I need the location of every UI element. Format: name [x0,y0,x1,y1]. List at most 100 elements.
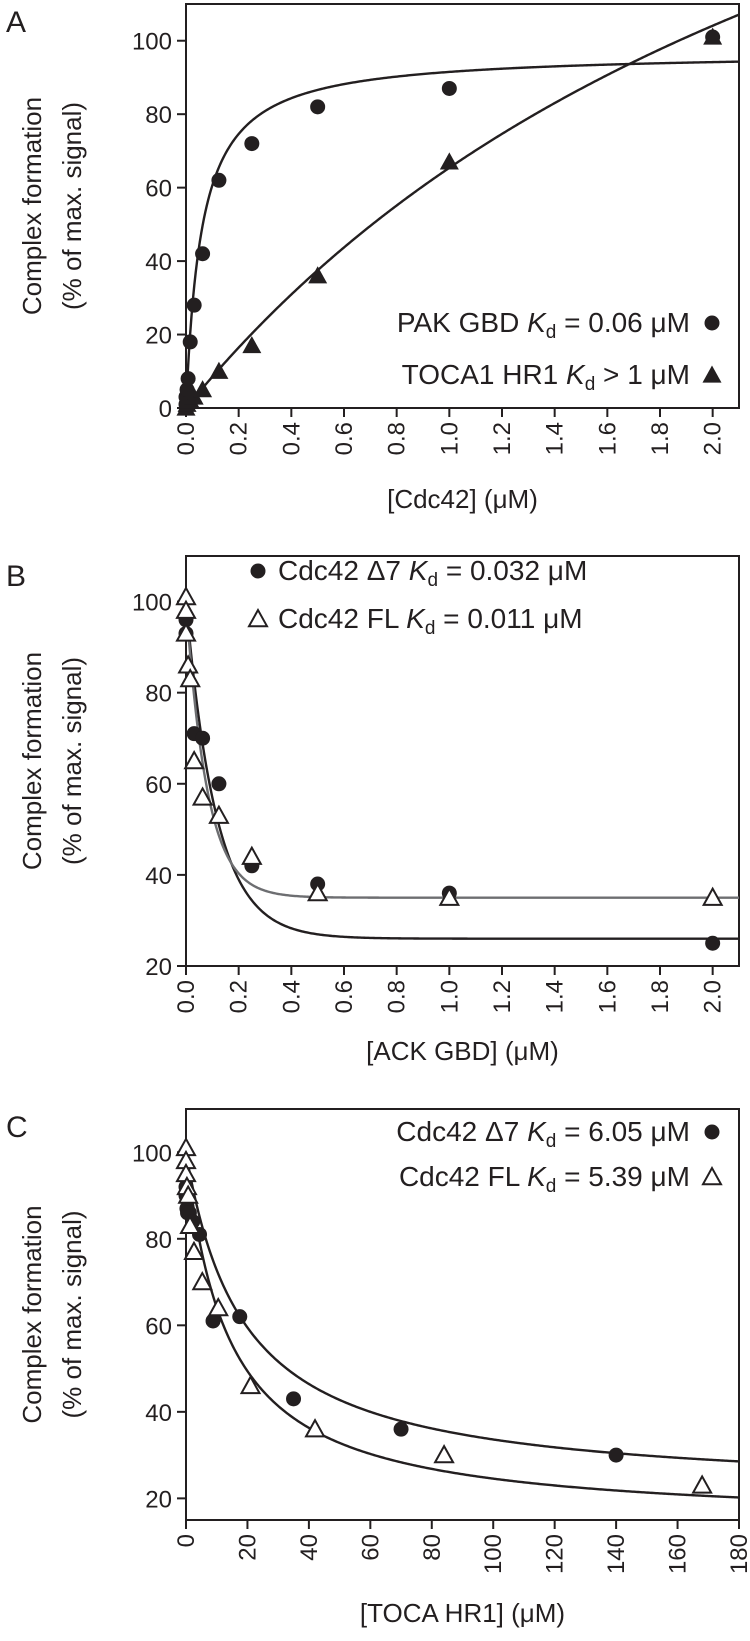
data-point [195,246,211,262]
y-tick-label: 80 [145,102,172,129]
legend-kd-subscript: d [546,322,557,343]
legend-kd-value: = 0.011 μM [435,603,582,634]
data-point [244,136,260,152]
x-tick-label: 80 [419,1534,446,1561]
legend-kd-symbol: K [566,359,586,390]
y-tick-label: 40 [145,863,172,890]
x-tick-label: 1.4 [542,980,569,1013]
x-tick-label: 0.2 [226,980,253,1013]
data-point [239,1374,262,1395]
x-tick-label: 0.8 [384,980,411,1013]
x-tick-label: 1.0 [436,422,463,455]
legend-kd-subscript: d [546,1131,557,1152]
data-point [175,622,197,642]
x-tick-label: 1.8 [647,422,674,455]
x-tick-label: 20 [234,1534,261,1561]
x-tick-label: 1.2 [489,980,516,1013]
legend-kd-symbol: K [527,307,547,338]
y-tick-label: 0 [159,396,172,423]
data-point [439,152,459,170]
x-tick-label: 0.6 [331,422,358,455]
legend-entry-2: Cdc42 FL Kd = 5.39 μM [399,1161,690,1197]
x-tick-label: 1.6 [594,980,621,1013]
legend-kd-subscript: d [427,570,438,591]
x-axis-title: [TOCA HR1] (μM) [360,1598,565,1628]
y-tick-label: 20 [145,1486,172,1513]
x-tick-label: 0.4 [278,980,305,1013]
y-tick-label: 20 [145,954,172,981]
legend-kd-value: = 5.39 μM [556,1161,690,1192]
data-point [701,886,724,906]
data-point [183,1240,205,1260]
legend-kd-symbol: K [527,1116,547,1147]
x-tick-label: 1.2 [489,422,516,455]
legend-kd-value: = 0.032 μM [438,555,587,586]
legend: Cdc42 Δ7 Kd = 0.032 μM Cdc42 FL Kd = 0.01… [247,555,587,639]
legend-kd-value: > 1 μM [595,359,690,390]
data-point [691,1474,713,1494]
data-point [191,1270,213,1291]
y-axis-title-line1: Complex formation [17,1205,47,1423]
x-axis-title: [Cdc42] (μM) [387,484,538,514]
data-point [175,599,197,619]
x-tick-label: 0.6 [331,980,358,1013]
legend-entry-2: TOCA1 HR1 Kd > 1 μM [402,359,690,395]
fit-curve-2 [186,13,739,408]
data-point [438,886,461,906]
fit-curve-1 [186,60,739,408]
panel-letter: C [6,1111,28,1144]
x-tick-label: 0.4 [278,422,305,455]
legend-kd-symbol: K [406,603,426,634]
y-tick-label: 100 [132,590,172,617]
x-tick-label: 1.4 [542,422,569,455]
fit-curve-2 [186,601,739,899]
data-point [177,654,199,674]
legend-kd-value: = 6.05 μM [556,1116,690,1147]
y-tick-label: 60 [145,176,172,203]
data-point [310,99,326,115]
fit-curves [186,13,739,408]
legend-kd-symbol: K [527,1161,547,1192]
data-point [241,845,263,865]
data-point [207,1296,229,1317]
y-axis-title-line2: (% of max. signal) [57,102,87,310]
y-tick-label: 60 [145,1313,172,1340]
x-tick-label: 1.8 [647,980,674,1013]
legend-series-name: Cdc42 Δ7 [278,555,409,586]
legend-marker-1 [250,563,266,579]
legend-marker-2 [702,365,722,383]
legend-kd-subscript: d [425,618,436,639]
chart-panel-c: C 20 40 60 80 100 0 20 40 60 80 100 120 140 160 180 Comp… [6,1108,750,1628]
y-tick-label: 80 [145,681,172,708]
y-tick-label: 40 [145,1400,172,1427]
x-axis-title: [ACK GBD] (μM) [366,1036,559,1066]
x-tick-label: 2.0 [700,980,727,1013]
y-axis-title-line2: (% of max. signal) [57,1210,87,1418]
legend-entry-1: Cdc42 Δ7 Kd = 0.032 μM [278,555,587,591]
data-point [183,749,205,770]
data-point [286,1391,302,1407]
x-tick-label: 0.0 [173,422,200,455]
data-point [209,361,229,379]
y-tick-label: 40 [145,249,172,276]
x-tick-label: 140 [603,1534,630,1574]
x-tick-label: 1.0 [436,980,463,1013]
data-point [306,882,329,902]
chart-panel-b: B 20 40 60 80 100 0.0 0.2 0.4 0.6 0.8 1.0 1.2 1.4 1.6 1… [6,555,740,1066]
y-axis-title-line1: Complex formation [17,97,47,315]
x-tick-label: 2.0 [700,422,727,455]
y-tick-label: 80 [145,1227,172,1254]
data-point [705,935,721,951]
plot-frame [185,3,740,409]
chart-panel-a: A 0 20 40 60 80 100 0.0 0.2 0.4 0.6 0.8 1.0 1.2 1.4 1.6… [6,3,740,514]
data-point [205,1313,221,1329]
legend-marker-1 [704,315,720,331]
x-tick-label: 0.8 [384,422,411,455]
x-tick-label: 0.0 [173,980,200,1013]
fit-curves [186,1152,739,1499]
data-point [182,334,198,350]
legend-kd-subscript: d [585,374,596,395]
data-point [393,1421,409,1437]
legend-kd-symbol: K [409,555,429,586]
series-2 [175,585,724,906]
